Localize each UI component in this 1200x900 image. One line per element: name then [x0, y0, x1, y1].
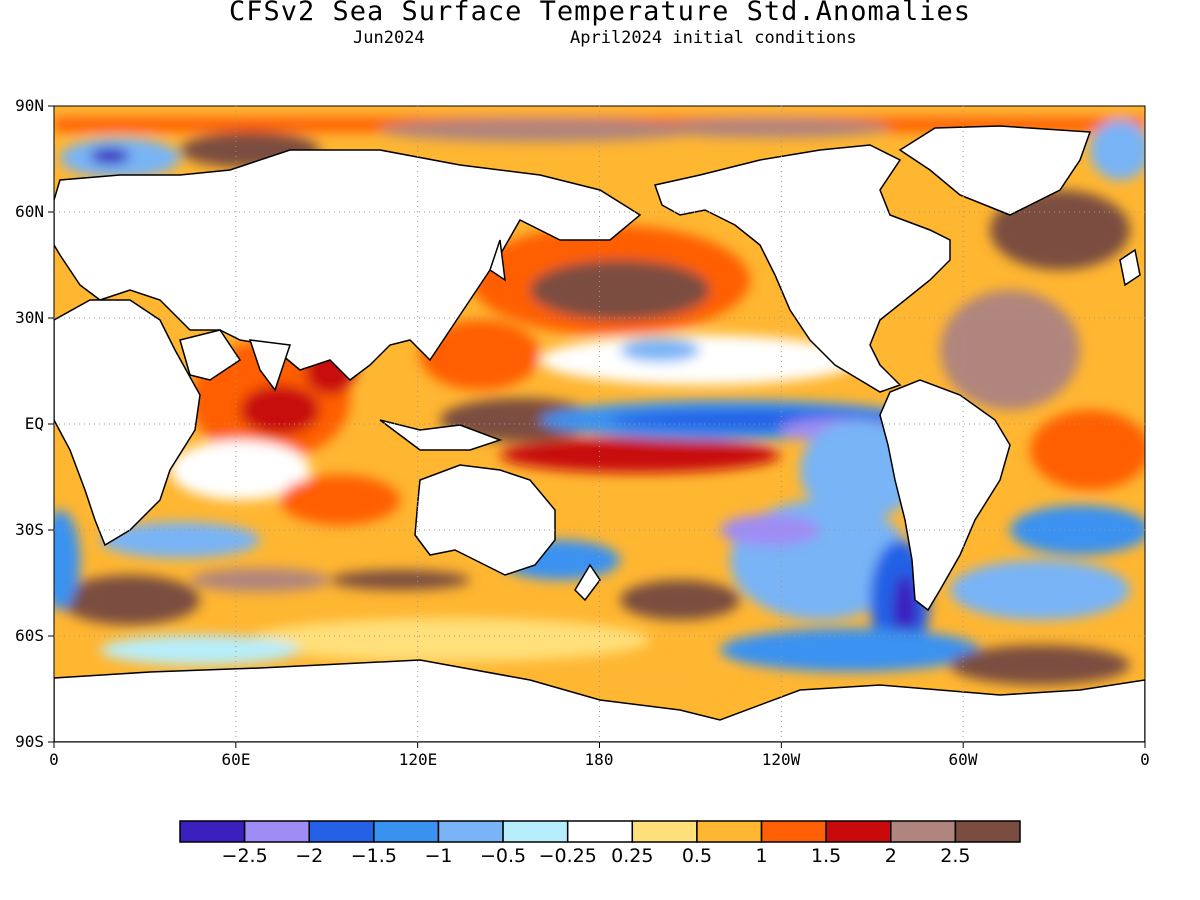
grid-lines: [54, 106, 1145, 742]
map-title: CFSv2 Sea Surface Temperature Std.Anomal…: [229, 0, 971, 27]
legend-label: −2.5: [221, 845, 268, 867]
legend-label: 1: [755, 845, 768, 867]
continents: [54, 125, 1145, 742]
legend-swatch: [760, 820, 827, 843]
legend-swatch: [825, 820, 892, 843]
legend-label: 0.5: [681, 845, 713, 867]
lon-label-120w: 120W: [761, 750, 801, 769]
legend-label: −1.5: [350, 845, 397, 867]
lon-label-120e: 120E: [398, 750, 438, 769]
lat-label-30n: 30N: [15, 308, 44, 327]
legend-swatch: [954, 820, 1021, 843]
legend-swatch: [631, 820, 698, 843]
legend-swatch: [437, 820, 504, 843]
lat-label-60n: 60N: [15, 202, 44, 221]
lon-label-0: 0: [49, 750, 59, 769]
north-america: [654, 144, 951, 393]
legend-label: −0.5: [479, 845, 527, 867]
legend-swatch: [566, 820, 634, 843]
legend-swatch: [890, 820, 957, 843]
greenland: [898, 125, 1092, 216]
eurasia: [54, 149, 642, 381]
legend-label: −0.25: [538, 845, 597, 867]
south-america: [879, 379, 1011, 612]
lat-label-60s: 60S: [15, 626, 44, 645]
legend-label: 1.5: [811, 845, 842, 867]
lat-label-90s: 90S: [15, 732, 44, 751]
legend-swatch: [696, 820, 763, 843]
africa: [54, 299, 201, 547]
legend-swatch: [373, 820, 440, 843]
initial-conditions-label: April2024 initial conditions: [570, 28, 857, 48]
legend-swatch: [308, 820, 375, 843]
legend-label: 2: [884, 845, 897, 867]
legend-swatch: [502, 820, 569, 843]
legend-label: −2: [295, 845, 324, 867]
legend-label: 2.5: [940, 845, 971, 867]
lon-label-60e: 60E: [221, 750, 251, 769]
lon-label-0-east: 0: [1140, 750, 1150, 769]
axis-ticks: [48, 105, 1146, 748]
valid-month-label: Jun2024: [353, 28, 425, 48]
lat-label-90n: 90N: [15, 96, 44, 115]
lon-label-180: 180: [584, 750, 614, 769]
lat-label-30s: 30S: [15, 520, 44, 539]
legend-swatch: [179, 820, 246, 843]
legend-label: −1: [424, 845, 453, 867]
australia: [414, 464, 556, 576]
legend-swatch: [243, 820, 310, 843]
lat-label-eq: EQ: [24, 414, 44, 433]
legend-label: 0.25: [611, 845, 654, 867]
lon-label-60w: 60W: [948, 750, 978, 769]
